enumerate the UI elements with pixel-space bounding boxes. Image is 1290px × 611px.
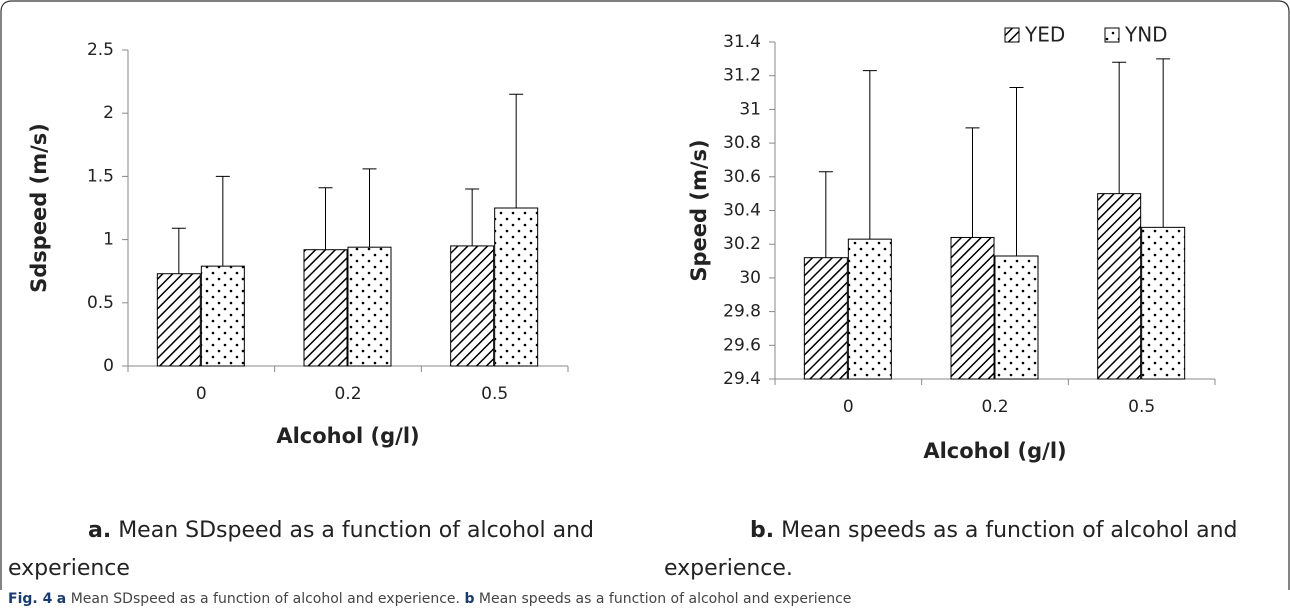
y-tick-label: 30.4 <box>723 201 761 221</box>
caption-text: Mean SDspeed as a function of alcohol an… <box>8 518 595 581</box>
error-bar <box>509 93 524 208</box>
legend-label: YND <box>1124 23 1168 47</box>
y-tick-label: 31 <box>739 99 761 119</box>
caption-b: b. Mean speeds as a function of alcohol … <box>664 512 1274 588</box>
bar <box>303 249 348 367</box>
y-tick-label: 31.4 <box>723 32 761 52</box>
figure-caption: Fig. 4 a Mean SDspeed as a function of a… <box>8 591 851 607</box>
x-axis-title: Alcohol (g/l) <box>923 439 1066 463</box>
x-tick-label: 0 <box>843 397 854 417</box>
error-bar <box>362 168 377 248</box>
caption-a: a. Mean SDspeed as a function of alcohol… <box>8 512 618 588</box>
y-axis-title: Sdspeed (m/s) <box>27 123 51 293</box>
fig-label: Fig. 4 <box>8 591 53 607</box>
bar <box>450 245 495 367</box>
bar <box>1097 193 1142 380</box>
y-tick-label: 29.6 <box>723 335 761 355</box>
bar <box>494 207 539 367</box>
error-bar <box>318 187 333 250</box>
y-tick-label: 31.2 <box>723 66 761 86</box>
x-tick-label: 0.5 <box>1128 397 1155 417</box>
caption-label: a. <box>88 518 112 543</box>
bar <box>200 265 245 367</box>
y-tick-label: 0.5 <box>87 293 114 313</box>
y-tick-label: 30 <box>739 268 761 288</box>
error-bar <box>1112 61 1127 194</box>
error-bar <box>862 70 877 240</box>
y-tick-label: 29.4 <box>723 369 761 389</box>
error-bar <box>1009 86 1024 256</box>
y-tick-label: 30.8 <box>723 133 761 153</box>
y-tick-label: 1 <box>103 230 114 250</box>
bar <box>347 246 392 367</box>
fig-a-text: Mean SDspeed as a function of alcohol an… <box>70 591 460 607</box>
caption-text: Mean speeds as a function of alcohol and… <box>664 518 1238 581</box>
legend-label: YED <box>1024 23 1065 47</box>
bar <box>156 273 201 367</box>
frame <box>0 0 1290 590</box>
y-tick-label: 0 <box>103 356 114 376</box>
error-bar <box>1156 58 1171 228</box>
fig-b-text: Mean speeds as a function of alcohol and… <box>478 591 852 607</box>
bar <box>803 257 848 380</box>
error-bar <box>215 175 230 267</box>
y-tick-label: 2 <box>103 103 114 123</box>
fig-b-label: b <box>464 591 475 607</box>
y-tick-label: 29.8 <box>723 302 761 322</box>
bar <box>994 255 1039 380</box>
x-tick-label: 0.2 <box>981 397 1008 417</box>
y-axis-title: Speed (m/s) <box>687 139 711 281</box>
bar <box>1141 226 1186 380</box>
caption-label: b. <box>750 518 775 543</box>
error-bar <box>171 227 186 274</box>
y-tick-label: 30.2 <box>723 234 761 254</box>
y-tick-label: 30.6 <box>723 167 761 187</box>
y-tick-label: 2.5 <box>87 40 114 60</box>
error-bar <box>818 171 833 258</box>
x-tick-label: 0 <box>196 384 207 404</box>
legend-swatch <box>1104 27 1120 43</box>
bar <box>847 238 892 380</box>
x-tick-label: 0.5 <box>481 384 508 404</box>
error-bar <box>965 127 980 238</box>
x-axis-title: Alcohol (g/l) <box>276 424 419 448</box>
legend-swatch <box>1004 27 1020 43</box>
fig-a-label: a <box>56 591 67 607</box>
y-tick-label: 1.5 <box>87 166 114 186</box>
x-tick-label: 0.2 <box>334 384 361 404</box>
bar <box>950 236 995 380</box>
error-bar <box>465 188 480 246</box>
